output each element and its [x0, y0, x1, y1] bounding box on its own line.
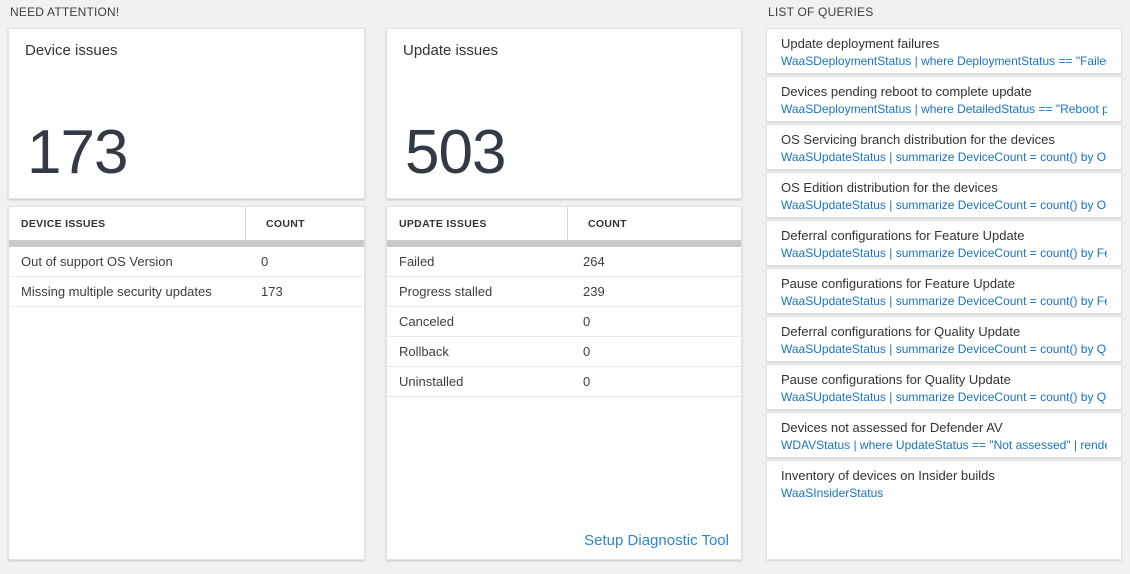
- query-title: Devices not assessed for Defender AV: [781, 420, 1003, 435]
- query-list-item[interactable]: Pause configurations for Feature Update …: [766, 268, 1122, 314]
- need-attention-heading: NEED ATTENTION!: [10, 5, 120, 19]
- issue-label: Failed: [399, 254, 435, 269]
- issue-label: Progress stalled: [399, 284, 493, 299]
- issue-label: Uninstalled: [399, 374, 464, 389]
- device-issues-table-card: DEVICE ISSUES COUNT Out of support OS Ve…: [8, 206, 365, 560]
- update-issues-title: Update issues: [403, 42, 499, 59]
- query-title: OS Edition distribution for the devices: [781, 180, 998, 195]
- query-text-link[interactable]: WaaSInsiderStatus: [781, 486, 884, 500]
- table-header-divider-bar: [387, 240, 741, 247]
- issue-label: Missing multiple security updates: [21, 284, 212, 299]
- list-of-queries-heading: LIST OF QUERIES: [768, 5, 874, 19]
- update-issues-table-header: UPDATE ISSUES COUNT: [387, 207, 741, 240]
- query-text-link[interactable]: WaaSUpdateStatus | summarize DeviceCount…: [781, 390, 1107, 404]
- query-list-item[interactable]: Inventory of devices on Insider builds W…: [766, 460, 1122, 560]
- issue-label: Rollback: [399, 344, 449, 359]
- table-row[interactable]: Progress stalled 239: [387, 277, 741, 307]
- device-issues-table: DEVICE ISSUES COUNT Out of support OS Ve…: [9, 207, 364, 559]
- device-issues-title: Device issues: [25, 42, 118, 59]
- query-list-item[interactable]: Devices pending reboot to complete updat…: [766, 76, 1122, 122]
- query-list-item[interactable]: OS Servicing branch distribution for the…: [766, 124, 1122, 170]
- query-text-link[interactable]: WaaSUpdateStatus | summarize DeviceCount…: [781, 342, 1107, 356]
- issue-label: Canceled: [399, 314, 454, 329]
- query-text-link[interactable]: WaaSUpdateStatus | summarize DeviceCount…: [781, 198, 1107, 212]
- device-issues-column-header: DEVICE ISSUES: [21, 218, 106, 230]
- query-title: Deferral configurations for Feature Upda…: [781, 228, 1025, 243]
- device-issues-count: 173: [27, 118, 128, 187]
- update-issues-table: UPDATE ISSUES COUNT Failed 264 Progress …: [387, 207, 741, 559]
- query-list-item[interactable]: Devices not assessed for Defender AV WDA…: [766, 412, 1122, 458]
- query-title: OS Servicing branch distribution for the…: [781, 132, 1055, 147]
- issue-count: 0: [583, 344, 591, 359]
- table-row[interactable]: Failed 264: [387, 247, 741, 277]
- device-issues-table-header: DEVICE ISSUES COUNT: [9, 207, 364, 240]
- update-issues-summary-card[interactable]: Update issues 503: [386, 28, 742, 199]
- table-row[interactable]: Out of support OS Version 0: [9, 247, 364, 277]
- count-column-header: COUNT: [567, 207, 741, 240]
- issue-label: Out of support OS Version: [21, 254, 173, 269]
- table-row[interactable]: Canceled 0: [387, 307, 741, 337]
- query-title: Deferral configurations for Quality Upda…: [781, 324, 1021, 339]
- table-header-divider-bar: [9, 240, 364, 247]
- query-title: Pause configurations for Feature Update: [781, 276, 1016, 291]
- issue-count: 0: [261, 254, 269, 269]
- issue-count: 239: [583, 284, 605, 299]
- query-text-link[interactable]: WaaSDeploymentStatus | where DeploymentS…: [781, 54, 1107, 68]
- query-text-link[interactable]: WaaSUpdateStatus | summarize DeviceCount…: [781, 150, 1107, 164]
- query-text-link[interactable]: WaaSUpdateStatus | summarize DeviceCount…: [781, 294, 1107, 308]
- query-title: Inventory of devices on Insider builds: [781, 468, 995, 483]
- query-list-item[interactable]: Pause configurations for Quality Update …: [766, 364, 1122, 410]
- update-issues-table-card: UPDATE ISSUES COUNT Failed 264 Progress …: [386, 206, 742, 560]
- query-title: Devices pending reboot to complete updat…: [781, 84, 1032, 99]
- query-title: Pause configurations for Quality Update: [781, 372, 1011, 387]
- query-text-link[interactable]: WaaSUpdateStatus | summarize DeviceCount…: [781, 246, 1107, 260]
- query-list: Update deployment failures WaaSDeploymen…: [766, 28, 1122, 560]
- device-issues-summary-card[interactable]: Device issues 173: [8, 28, 365, 199]
- setup-diagnostic-tool-link[interactable]: Setup Diagnostic Tool: [584, 532, 729, 549]
- issue-count: 0: [583, 374, 591, 389]
- count-column-header: COUNT: [245, 207, 364, 240]
- issue-count: 0: [583, 314, 591, 329]
- query-list-item[interactable]: Update deployment failures WaaSDeploymen…: [766, 28, 1122, 74]
- query-text-link[interactable]: WaaSDeploymentStatus | where DetailedSta…: [781, 102, 1107, 116]
- table-row[interactable]: Rollback 0: [387, 337, 741, 367]
- query-list-item[interactable]: Deferral configurations for Quality Upda…: [766, 316, 1122, 362]
- query-list-item[interactable]: OS Edition distribution for the devices …: [766, 172, 1122, 218]
- issue-count: 173: [261, 284, 283, 299]
- table-row[interactable]: Missing multiple security updates 173: [9, 277, 364, 307]
- issue-count: 264: [583, 254, 605, 269]
- query-title: Update deployment failures: [781, 36, 940, 51]
- update-issues-column-header: UPDATE ISSUES: [399, 218, 487, 230]
- query-text-link[interactable]: WDAVStatus | where UpdateStatus == "Not …: [781, 438, 1107, 452]
- table-row[interactable]: Uninstalled 0: [387, 367, 741, 397]
- query-list-item[interactable]: Deferral configurations for Feature Upda…: [766, 220, 1122, 266]
- update-issues-count: 503: [405, 118, 506, 187]
